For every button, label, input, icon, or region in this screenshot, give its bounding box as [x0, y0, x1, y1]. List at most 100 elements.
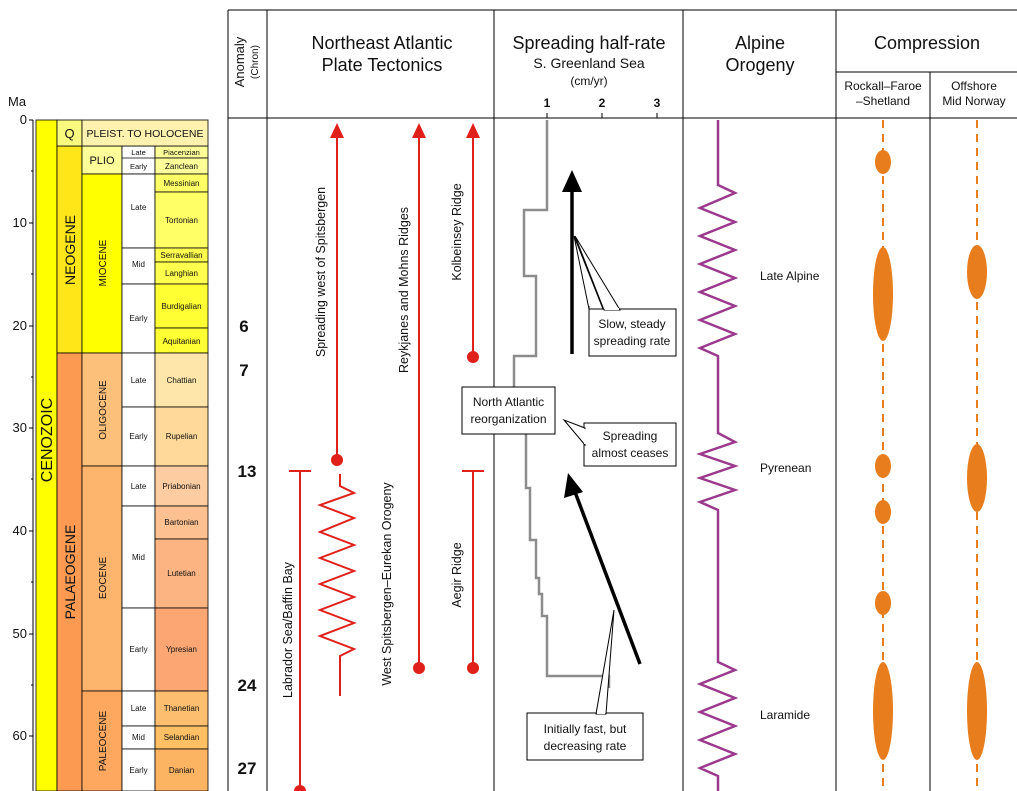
epoch-band-eocene	[81, 465, 123, 692]
epoch-band-paleocene	[81, 690, 123, 791]
period-band-palaeogene	[56, 352, 83, 791]
label-eurekan-orogeny: West Spitsbergen–Eurekan Orogeny	[380, 482, 394, 686]
stage-box	[154, 538, 209, 609]
orogeny-header-line2: Orogeny	[725, 55, 794, 75]
arrow-up-icon	[330, 123, 344, 138]
callout-steady-line1: Slow, steady	[598, 317, 665, 331]
stage-label: Langhian	[165, 269, 198, 278]
rate-tick-label: 3	[654, 96, 661, 110]
arrow-up-icon	[564, 473, 583, 498]
stage-label: Bartonian	[164, 518, 198, 527]
callout-initial-rate	[526, 712, 644, 761]
subepoch-label: Late	[131, 376, 147, 385]
stage-label: Aquitanian	[163, 337, 201, 346]
stage-box	[154, 465, 209, 507]
subepoch-label: Early	[130, 162, 147, 171]
decreasing-rate-arrow	[573, 491, 642, 665]
compression-event-rockall	[875, 591, 891, 615]
anomaly-label: 27	[238, 759, 257, 778]
subepoch-box	[121, 352, 156, 408]
anomaly-label: 13	[238, 462, 257, 481]
stage-box	[154, 505, 209, 540]
age-tick-label: 0	[20, 112, 27, 127]
callout-ceases-line1: Spreading	[603, 429, 658, 443]
callout-pointer	[595, 609, 615, 715]
arrow-up-icon	[562, 170, 582, 192]
spreading-rate-step-line	[512, 120, 611, 688]
epoch-band-plio	[81, 145, 123, 175]
stage-label: Chattian	[167, 376, 197, 385]
orogeny-header-line1: Alpine	[735, 33, 785, 53]
arrow-up-icon	[412, 123, 426, 138]
subepoch-label: Early	[129, 766, 147, 775]
stage-box	[154, 191, 209, 249]
axis-unit-label: Ma	[8, 94, 27, 109]
anomaly-numbers: 6 7 13 24 27	[238, 317, 257, 778]
age-tick-label: 20	[13, 318, 27, 333]
column-headers: Anomaly (Chron) Northeast Atlantic Plate…	[232, 33, 1006, 108]
subepoch-label: Late	[131, 704, 147, 713]
rate-tick-label: 2	[599, 96, 606, 110]
callout-steady-line2: spreading rate	[594, 334, 671, 348]
epoch-band-oligocene	[81, 352, 123, 467]
compression-event-rockall	[875, 454, 891, 478]
stage-label: Piacenzian	[163, 148, 200, 157]
label-late-alpine: Late Alpine	[760, 269, 820, 283]
tectonics-header-line2: Plate Tectonics	[322, 55, 443, 75]
end-marker-dot	[467, 662, 479, 674]
anomaly-label: 6	[239, 317, 248, 336]
subepoch-label: Mid	[132, 260, 145, 269]
quaternary-label: Q	[64, 126, 74, 141]
compression-event-offshore	[967, 662, 987, 760]
label-kolbeinsey: Kolbeinsey Ridge	[450, 183, 464, 280]
subepoch-label: Late	[131, 482, 147, 491]
callout-almost-ceases	[583, 422, 677, 467]
stage-label: Tortonian	[165, 216, 198, 225]
eurekan-orogeny-zigzag	[317, 474, 357, 696]
anomaly-label: 7	[239, 361, 248, 380]
label-reykjanes-mohns: Reykjanes and Mohns Ridges	[397, 207, 411, 373]
rockall-header-line2: –Shetland	[856, 94, 910, 108]
stage-box	[154, 352, 209, 408]
subepoch-label: Early	[129, 432, 147, 441]
callout-pointer	[562, 418, 586, 447]
rate-tick-label: 1	[544, 96, 551, 110]
callout-box	[588, 308, 677, 357]
quaternary-epoch-label: PLEIST. TO HOLOCENE	[87, 128, 204, 140]
stage-label: Rupelian	[166, 432, 198, 441]
chron-header: (Chron)	[250, 45, 261, 79]
stage-label: Thanetian	[164, 704, 200, 713]
period-band-neogene	[56, 145, 83, 354]
label-labrador-sea: Labrador Sea/Baffin Bay	[281, 561, 295, 698]
subepoch-box	[121, 145, 156, 175]
spreading-header-units: (cm/yr)	[570, 74, 607, 88]
offshore-header-line2: Mid Norway	[942, 94, 1005, 108]
column-grid	[227, 9, 1017, 791]
subepoch-box	[121, 247, 156, 285]
stage-box	[154, 690, 209, 727]
stage-label: Lutetian	[167, 569, 195, 578]
subepoch-label: Early	[129, 645, 147, 654]
callout-initial-line2: decreasing rate	[544, 739, 627, 753]
stage-label: Zanclean	[165, 162, 198, 171]
period-label-neogene: NEOGENE	[62, 215, 78, 285]
subepoch-box	[121, 173, 156, 249]
compression-event-rockall	[875, 150, 891, 174]
compression-header: Compression	[874, 33, 980, 53]
callout-reorg-line2: reorganization	[470, 412, 546, 426]
stage-label: Burdigalian	[161, 302, 201, 311]
spreading-rate-column: Slow, steady spreading rate North Atlant…	[461, 120, 677, 761]
alpine-orogeny-column: Late Alpine Pyrenean Laramide	[696, 120, 820, 791]
compression-event-offshore	[967, 245, 987, 299]
age-tick-label: 30	[13, 420, 27, 435]
anomaly-label: 24	[238, 676, 257, 695]
quaternary-epoch-box	[81, 119, 209, 147]
age-axis-ticks: 0 10 20 30 40 50 60	[13, 112, 33, 743]
stage-label: Messinian	[163, 179, 199, 188]
stage-box	[154, 283, 209, 329]
stage-box	[154, 748, 209, 791]
compression-event-rockall	[873, 662, 893, 760]
callout-initial-line1: Initially fast, but	[544, 722, 627, 736]
period-label-palaeogene: PALAEOGENE	[62, 525, 78, 620]
stage-label: Priabonian	[162, 482, 200, 491]
